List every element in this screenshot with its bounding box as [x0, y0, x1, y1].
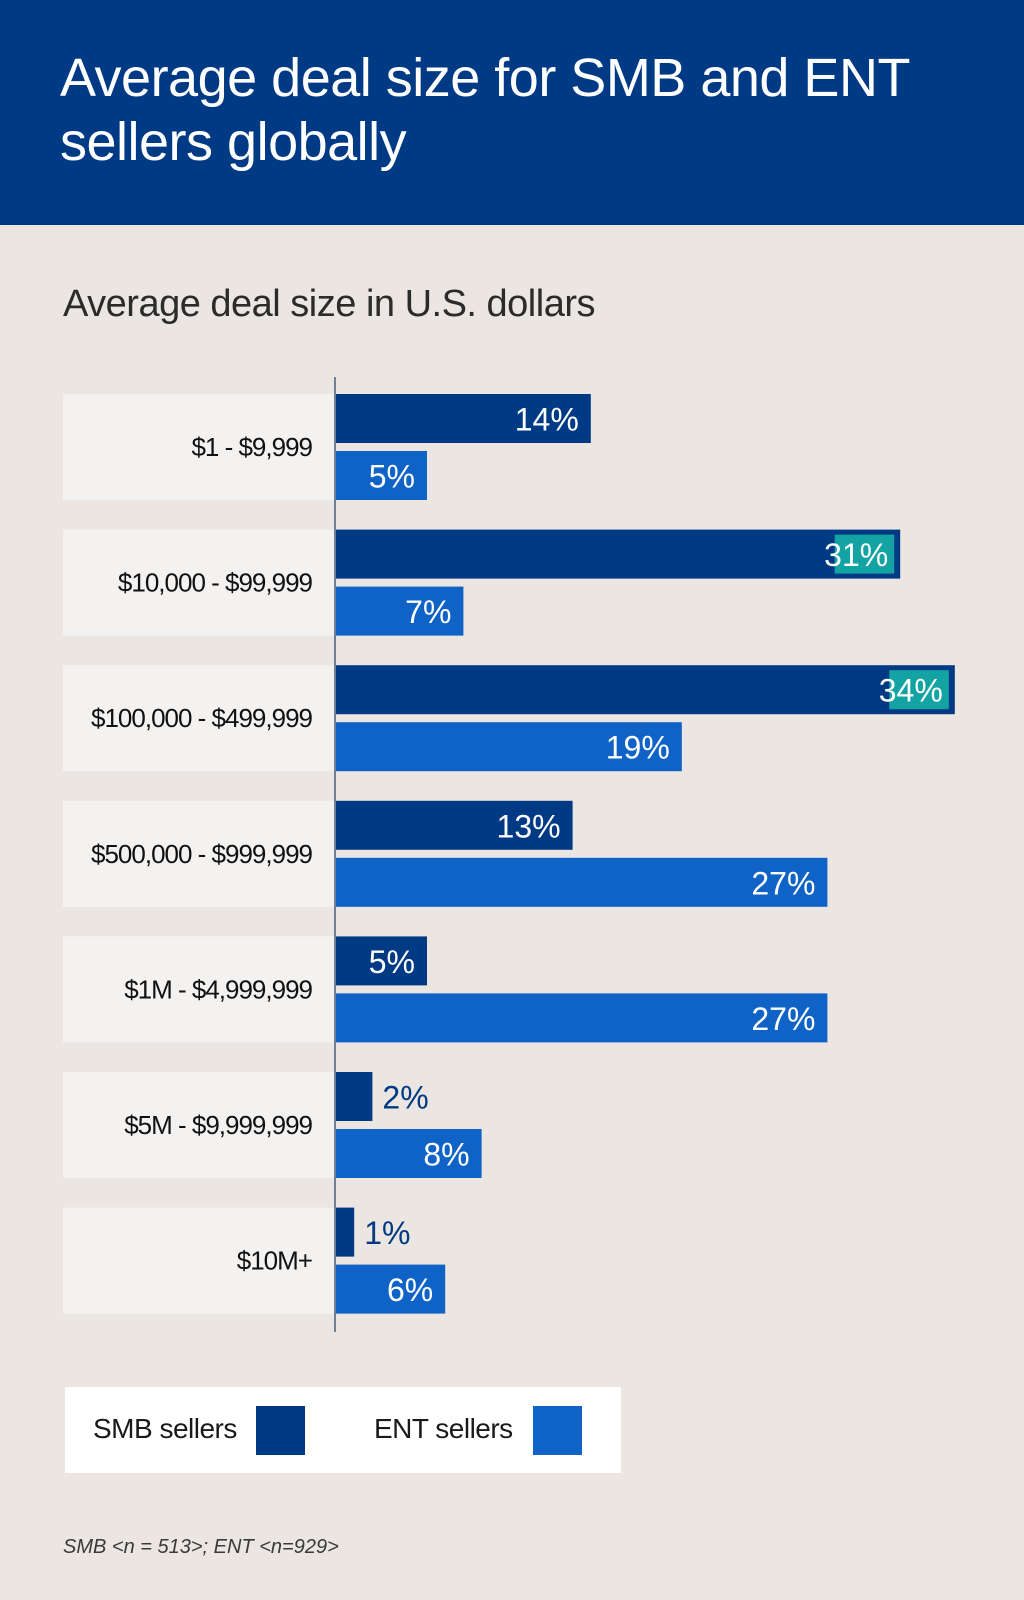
bar-ent	[336, 1264, 446, 1314]
highlight-box	[889, 670, 949, 710]
chart-title: Average deal size in U.S. dollars	[63, 283, 595, 325]
bar-ent	[336, 857, 828, 907]
data-label-smb: 31%	[824, 537, 888, 573]
data-label-ent: 27%	[751, 865, 815, 901]
page-title: Average deal size for SMB and ENT seller…	[60, 48, 909, 172]
category-label-box	[63, 665, 336, 772]
legend-swatch-ent	[533, 1406, 582, 1455]
data-label-ent: 19%	[606, 730, 670, 766]
category-label-box	[63, 800, 336, 907]
bar-smb	[336, 1207, 355, 1257]
data-label-ent: 7%	[405, 594, 451, 630]
legend-label-smb: SMB sellers	[93, 1413, 237, 1444]
bar-ent	[336, 722, 682, 772]
category-label-box	[63, 1207, 336, 1314]
bar-ent	[336, 451, 427, 500]
category-label-box	[63, 529, 336, 636]
bar-smb	[336, 1072, 373, 1121]
data-label-ent: 27%	[751, 1001, 815, 1037]
data-label-ent: 8%	[423, 1137, 469, 1173]
legend: SMB sellers ENT sellers	[65, 1387, 621, 1473]
bar-chart: $1 - $9,999 14% 5% $10,000 - $99,999 31% 7% $1…	[63, 377, 955, 1332]
data-label-ent: 6%	[387, 1272, 433, 1308]
bar-ent	[336, 1129, 482, 1178]
category-label-box	[63, 394, 336, 500]
data-label-smb: 5%	[369, 944, 415, 980]
data-label-smb: 1%	[364, 1215, 410, 1251]
header-banner: Average deal size for SMB and ENT seller…	[0, 0, 1024, 225]
bar-smb	[336, 800, 573, 850]
legend-swatch-smb	[256, 1406, 305, 1455]
category-label: $10,000 - $99,999	[118, 568, 313, 598]
category-label: $1 - $9,999	[191, 432, 312, 462]
category-label-box	[63, 936, 336, 1043]
category-label: $500,000 - $999,999	[91, 839, 313, 869]
data-label-smb: 13%	[497, 808, 561, 844]
bar-smb	[336, 665, 955, 715]
highlight-box	[834, 534, 895, 574]
bar-smb	[336, 936, 427, 986]
legend-label-ent: ENT sellers	[374, 1413, 513, 1444]
data-label-ent: 5%	[369, 459, 415, 495]
bar-ent	[336, 586, 464, 636]
category-label: $100,000 - $499,999	[91, 703, 313, 733]
bar-smb	[336, 394, 591, 443]
data-label-smb: 2%	[382, 1080, 428, 1116]
data-label-smb: 14%	[515, 402, 579, 438]
category-label: $1M - $4,999,999	[124, 974, 312, 1004]
data-label-smb: 34%	[879, 673, 943, 709]
category-label-box	[63, 1072, 336, 1178]
category-label: $5M - $9,999,999	[124, 1110, 312, 1140]
footnote: SMB <n = 513>; ENT <n=929>	[63, 1536, 339, 1558]
category-label: $10M+	[237, 1246, 312, 1276]
bar-smb	[336, 529, 901, 579]
bar-ent	[336, 993, 828, 1043]
